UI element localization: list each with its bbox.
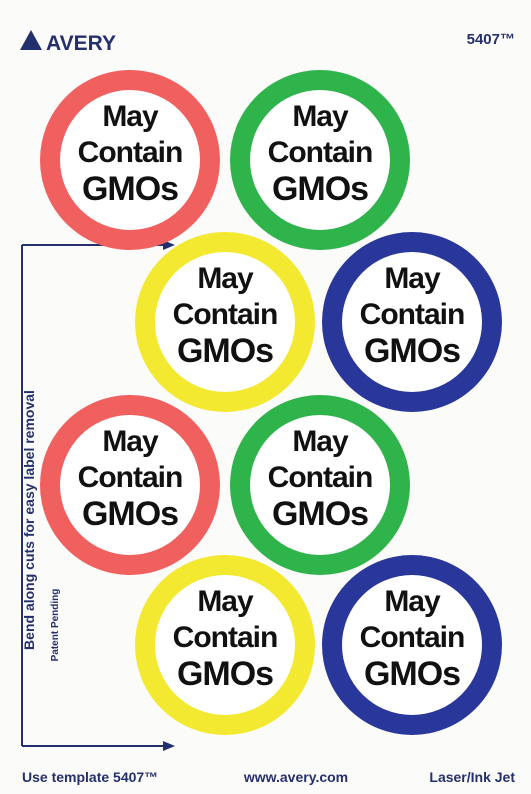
label-text: GMOs <box>82 170 178 208</box>
label-center <box>342 575 482 715</box>
label-text: Contain <box>173 298 278 331</box>
label-center <box>250 415 390 555</box>
label-text: Contain <box>173 621 278 654</box>
label-center <box>250 90 390 230</box>
label-text: GMOs <box>272 495 368 533</box>
label-text: GMOs <box>364 655 460 693</box>
label-center <box>60 90 200 230</box>
label-text: May <box>102 100 159 133</box>
label-text: Contain <box>78 461 183 494</box>
label-text: May <box>384 262 441 295</box>
label-text: Contain <box>268 136 373 169</box>
label-text: Contain <box>360 621 465 654</box>
label-text: May <box>197 585 254 618</box>
avery-logo: AVERY <box>20 30 116 55</box>
label-text: May <box>197 262 254 295</box>
website: www.avery.com <box>243 769 348 785</box>
label-text: May <box>292 100 349 133</box>
labels: MayContainGMOsMayContainGMOsMayContainGM… <box>40 70 502 735</box>
label-text: May <box>102 425 159 458</box>
label-text: GMOs <box>177 655 273 693</box>
template-note: Use template 5407™ <box>22 769 158 785</box>
label-text: Contain <box>360 298 465 331</box>
label-text: May <box>292 425 349 458</box>
label-center <box>155 575 295 715</box>
brand: AVERY <box>46 32 116 55</box>
label-center <box>155 252 295 392</box>
bend-instruction: Bend along cuts for easy label removal <box>21 390 37 650</box>
printer-type: Laser/Ink Jet <box>429 769 515 785</box>
logo-icon <box>20 30 42 50</box>
label-text: GMOs <box>177 332 273 370</box>
label-text: Contain <box>268 461 373 494</box>
label-center <box>342 252 482 392</box>
patent-note: Patent Pending <box>50 589 61 662</box>
label-text: GMOs <box>364 332 460 370</box>
label-text: Contain <box>78 136 183 169</box>
product-code: 5407™ <box>467 31 515 48</box>
label-text: May <box>384 585 441 618</box>
label-center <box>60 415 200 555</box>
label-text: GMOs <box>82 495 178 533</box>
bend-guide <box>21 240 175 751</box>
arrow-head <box>163 741 175 751</box>
arrow-head <box>163 240 175 250</box>
label-text: GMOs <box>272 170 368 208</box>
